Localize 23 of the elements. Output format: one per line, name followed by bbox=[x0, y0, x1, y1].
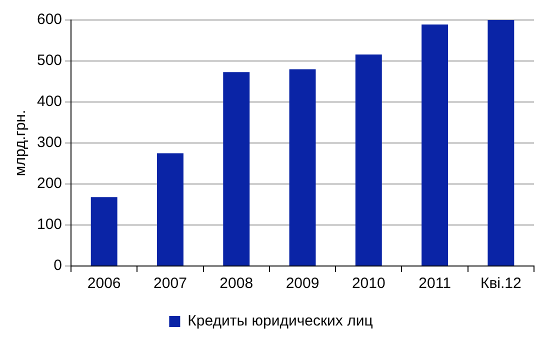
y-tick-label: 100 bbox=[36, 216, 62, 234]
y-tick-label: 600 bbox=[36, 11, 62, 28]
y-tick-label: 500 bbox=[36, 52, 62, 70]
x-tick-label: 2006 bbox=[87, 275, 121, 292]
x-tick-label: 2011 bbox=[418, 275, 451, 292]
y-tick-label: 400 bbox=[36, 93, 62, 110]
bar bbox=[355, 54, 382, 266]
bar bbox=[289, 69, 316, 266]
bar bbox=[90, 197, 118, 266]
legend-label: Кредиты юридических лиц bbox=[188, 312, 374, 330]
x-tick-label: 2009 bbox=[286, 275, 320, 292]
y-tick-label: 0 bbox=[54, 257, 62, 274]
bar bbox=[223, 72, 250, 266]
y-tick-label: 200 bbox=[36, 175, 62, 192]
y-tick-label: 300 bbox=[36, 134, 62, 152]
bar bbox=[422, 24, 448, 266]
x-tick-label: Кві.12 bbox=[480, 275, 522, 292]
x-tick-label: 2010 bbox=[352, 275, 386, 292]
bar bbox=[488, 20, 514, 266]
bar bbox=[157, 153, 184, 266]
y-axis-title: млрд.грн. bbox=[12, 110, 30, 176]
x-tick-label: 2008 bbox=[220, 275, 254, 292]
x-tick-label: 2007 bbox=[154, 275, 187, 292]
